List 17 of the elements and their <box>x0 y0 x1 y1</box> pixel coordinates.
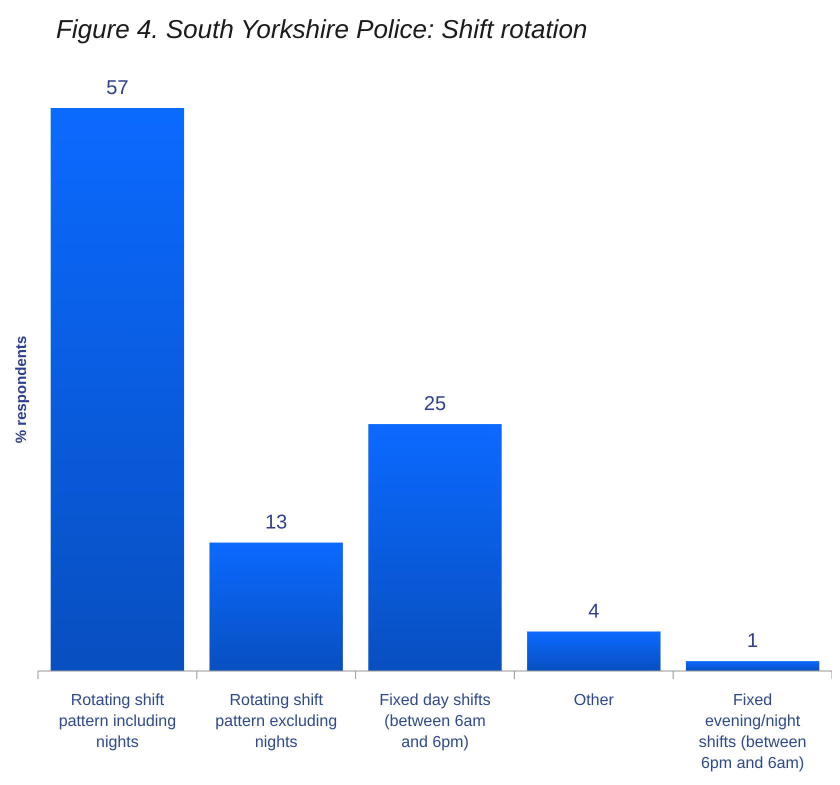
data-label: 25 <box>424 393 446 416</box>
bar <box>368 424 502 671</box>
y-axis-title: % respondents <box>13 336 30 444</box>
data-label: 57 <box>106 77 129 99</box>
x-tick-label: Fixed day shifts (between 6am and 6pm) <box>379 692 491 751</box>
x-tick-label: Fixed evening/night shifts (between 6pm and 6am) <box>698 692 806 772</box>
bar <box>686 661 820 671</box>
data-label: 13 <box>265 512 288 534</box>
bar <box>50 108 184 671</box>
bar <box>210 542 343 671</box>
data-label: 4 <box>588 600 600 622</box>
x-tick-label: Other <box>574 692 614 709</box>
bar <box>527 631 660 671</box>
x-tick-label: Rotating shift pattern including nights <box>58 692 176 751</box>
x-tick-label: Rotating shift pattern excluding nights <box>215 692 338 751</box>
chart-title: Figure 4. South Yorkshire Police: Shift rotation <box>56 14 588 44</box>
data-label: 1 <box>747 630 758 652</box>
